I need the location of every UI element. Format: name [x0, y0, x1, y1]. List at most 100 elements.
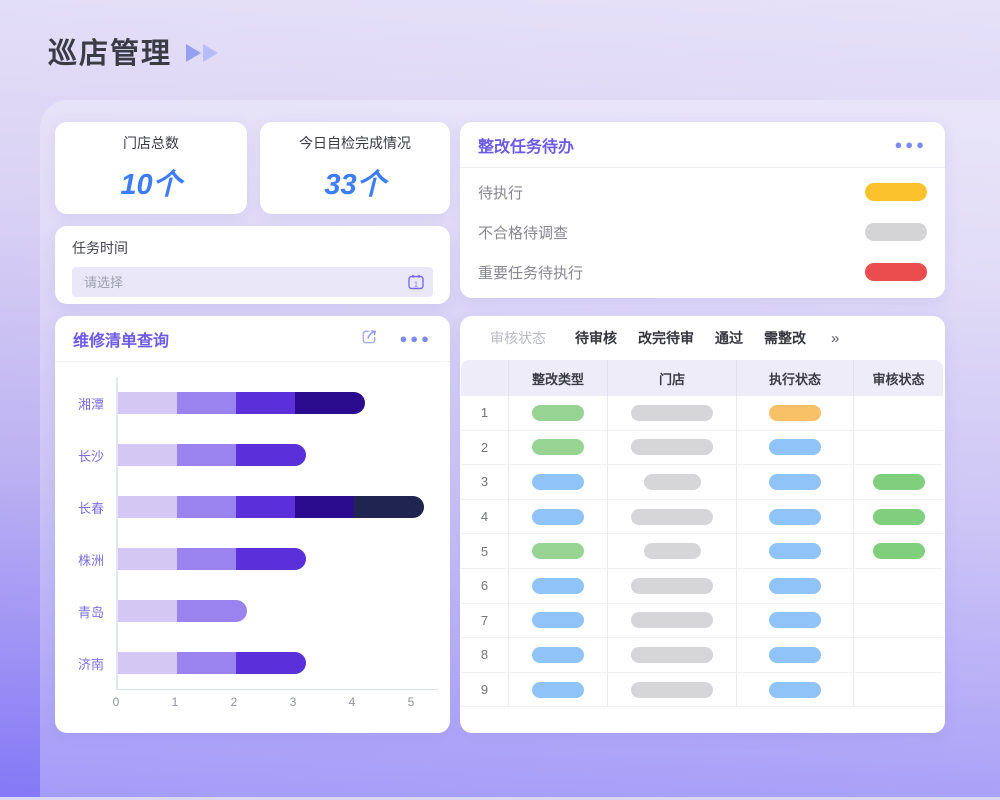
more-options-icon[interactable]: ●●● — [894, 137, 927, 152]
exec-status-cell — [737, 672, 854, 708]
exec-status-cell — [737, 603, 854, 639]
table-row[interactable]: 8 — [461, 638, 943, 673]
rectify-type-pill — [532, 404, 584, 421]
chart-bar-row: 济南 — [63, 637, 440, 689]
chart-tick-label: 3 — [289, 695, 297, 709]
todo-item[interactable]: 重要任务待执行 — [478, 252, 927, 292]
todo-status-pill — [865, 223, 927, 241]
row-number: 2 — [480, 439, 489, 455]
chart-bar-segment — [236, 392, 295, 414]
exec-status-pill — [769, 404, 821, 421]
store-pill — [631, 404, 713, 421]
filter-tab[interactable]: 待审核 — [575, 330, 617, 346]
table-row[interactable]: 6 — [461, 568, 943, 604]
stat-card-total-stores: 门店总数 10个 — [55, 122, 247, 214]
chart-bar-segment — [118, 444, 177, 466]
audit-status-cell — [854, 465, 943, 500]
todo-list: 待执行不合格待调查 重要任务待执行 — [460, 168, 945, 292]
chart-bar-segment — [295, 496, 354, 518]
chart-tick-label: 0 — [112, 695, 120, 709]
exec-status-pill — [769, 543, 821, 560]
todo-item-label: 待执行 — [478, 184, 524, 202]
audit-status-cell — [854, 431, 943, 466]
todo-status-pill — [865, 263, 927, 281]
rectify-type-cell — [509, 603, 608, 639]
audit-status-cell — [854, 604, 943, 639]
store-cell — [608, 465, 737, 500]
review-table-card: 审核状态 待审核 改完待审 通过 需整改 » 整改类型 门店 执行状态 审核状态 1 2 3 4 5… — [460, 316, 945, 733]
row-number: 6 — [480, 578, 489, 594]
calendar-icon[interactable]: 1 — [407, 273, 425, 291]
filter-tab[interactable]: 需整改 — [764, 330, 806, 346]
row-number: 5 — [480, 543, 489, 559]
chart-bar-segment — [177, 444, 236, 466]
table-row[interactable]: 1 — [461, 396, 943, 431]
table-row[interactable]: 3 — [461, 465, 943, 500]
chart-bar-segment — [236, 496, 295, 518]
chart-bar-segment — [295, 392, 365, 414]
chart-bar-segment — [354, 496, 424, 518]
table-row[interactable]: 5 — [461, 534, 943, 569]
exec-status-cell — [737, 568, 854, 604]
store-pill — [643, 543, 701, 560]
date-picker: 1 — [72, 267, 433, 297]
chart-bar-row: 株洲 — [63, 533, 440, 585]
chart-bar-track — [116, 533, 440, 585]
row-number-cell: 6 — [461, 568, 509, 604]
row-number-cell: 9 — [461, 672, 509, 708]
rectify-type-cell — [509, 672, 608, 708]
store-cell — [608, 603, 737, 639]
table-row[interactable]: 9 — [461, 672, 943, 708]
chart-x-axis-line — [116, 689, 438, 690]
exec-status-pill — [769, 439, 821, 456]
chart-bar-track — [116, 481, 440, 533]
chart-bar-segment — [236, 652, 306, 674]
exec-status-pill — [769, 508, 821, 525]
more-tabs-chevron[interactable]: » — [831, 329, 840, 347]
review-status-filter: 审核状态 待审核 改完待审 通过 需整改 » — [460, 316, 945, 360]
row-number: 8 — [480, 647, 489, 663]
rectify-type-pill — [532, 508, 584, 525]
filter-tab[interactable]: 通过 — [715, 330, 743, 346]
store-pill — [631, 577, 713, 594]
chart-category-label: 长沙 — [77, 448, 104, 464]
exec-status-cell — [737, 430, 854, 466]
store-cell — [608, 568, 737, 604]
chart-bar-row: 长沙 — [63, 429, 440, 481]
page-header: 巡店管理 — [48, 30, 224, 72]
stat-value: 33个 — [324, 169, 386, 201]
chart-bar-track — [116, 585, 440, 637]
bottom-edge — [0, 797, 1000, 800]
row-number: 9 — [480, 682, 489, 698]
row-number-cell: 2 — [461, 430, 509, 466]
table-row[interactable]: 4 — [461, 499, 943, 535]
table-body: 1 2 3 4 5 6 7 8 9 — [461, 396, 943, 708]
rectify-type-pill — [532, 543, 584, 560]
chart-bar-track — [116, 429, 440, 481]
store-cell — [608, 534, 737, 569]
filter-tab[interactable]: 改完待审 — [638, 330, 694, 346]
repair-list-header: 维修清单查询 ●●● — [55, 316, 450, 362]
rectify-type-cell — [509, 534, 608, 569]
todo-item-label: 不合格待调查 — [478, 224, 569, 242]
todo-item[interactable]: 不合格待调查 — [478, 212, 927, 252]
row-number-cell: 5 — [461, 534, 509, 569]
chart-bar-row: 青岛 — [63, 585, 440, 637]
table-row[interactable]: 2 — [461, 430, 943, 466]
chart-category-label: 济南 — [77, 656, 104, 672]
chart-bar-segment — [118, 652, 177, 674]
more-options-icon[interactable]: ●●● — [399, 331, 432, 346]
todo-item-label: 重要任务待执行 — [478, 264, 584, 282]
audit-status-cell — [854, 534, 943, 569]
export-icon[interactable] — [360, 327, 379, 351]
table-row[interactable]: 7 — [461, 603, 943, 639]
chart-bar-segment — [236, 548, 306, 570]
todo-item[interactable]: 待执行 — [478, 172, 927, 212]
store-pill — [631, 646, 713, 663]
stat-label: 门店总数 — [123, 135, 179, 151]
audit-status-cell — [854, 500, 943, 535]
exec-status-cell — [737, 396, 854, 431]
date-picker-input[interactable] — [72, 267, 433, 297]
audit-status-pill — [872, 473, 925, 490]
